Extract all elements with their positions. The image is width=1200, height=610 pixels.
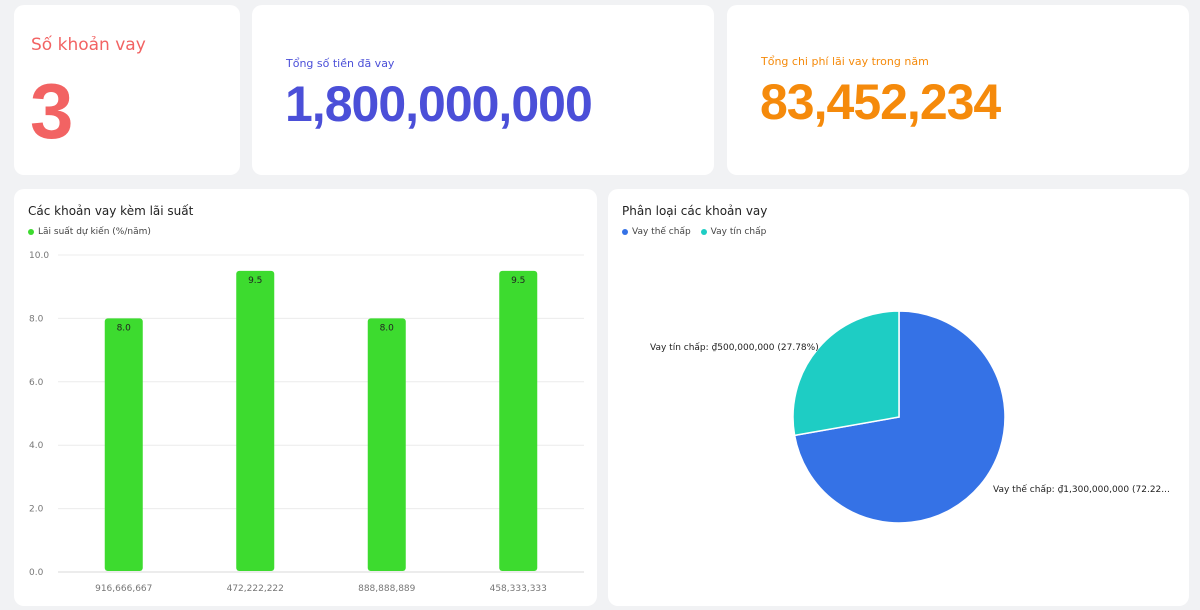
pie-slice — [792, 310, 900, 437]
legend-item-unsecured[interactable]: Vay tín chấp — [700, 227, 767, 237]
bar — [367, 318, 406, 571]
bar-chart-panel: Các khoản vay kèm lãi suất Lãi suất dự k… — [14, 189, 597, 606]
kpi-value-annual-interest: 83,452,234 — [760, 74, 1001, 130]
kpi-card-total-borrowed: Tổng số tiền đã vay 1,800,000,000 — [252, 5, 714, 175]
pie-slice-label: Vay thế chấp: ₫1,300,000,000 (72.22... — [993, 484, 1170, 495]
bar — [499, 270, 538, 571]
legend-label-unsecured: Vay tín chấp — [710, 227, 767, 237]
legend-item-interest-rate[interactable]: Lãi suất dự kiến (%/năm) — [28, 227, 151, 237]
x-tick-label: 888,888,889 — [358, 584, 416, 594]
pie-chart-title: Phân loại các khoản vay — [622, 204, 768, 218]
kpi-label-loan-count: Số khoản vay — [31, 35, 146, 55]
bar-data-label: 8.0 — [380, 323, 395, 333]
legend-dot-icon — [28, 229, 34, 235]
y-tick-label: 0.0 — [29, 568, 44, 578]
bar-chart-svg: 0.0 2.0 4.0 6.0 8.0 10.0 8.0 916,666,667 9.5 472,… — [29, 251, 584, 594]
x-tick-label: 916,666,667 — [95, 584, 152, 594]
x-tick-label: 472,222,222 — [227, 584, 284, 594]
bar-chart-title: Các khoản vay kèm lãi suất — [28, 204, 194, 218]
y-tick-label: 4.0 — [29, 441, 44, 451]
legend-label-mortgage: Vay thế chấp — [632, 227, 691, 237]
y-tick-label: 6.0 — [29, 378, 44, 388]
y-tick-label: 8.0 — [29, 314, 44, 324]
bar — [104, 318, 143, 571]
legend-item-mortgage[interactable]: Vay thế chấp — [622, 227, 691, 237]
bar — [236, 270, 275, 571]
pie-slice — [793, 310, 1006, 524]
pie-chart-legend: Vay thế chấp Vay tín chấp — [622, 227, 766, 237]
kpi-label-annual-interest: Tổng chi phí lãi vay trong năm — [761, 55, 929, 68]
legend-dot-icon — [700, 229, 707, 235]
y-tick-label: 2.0 — [29, 505, 44, 515]
bar-data-label: 8.0 — [117, 323, 132, 333]
kpi-card-annual-interest: Tổng chi phí lãi vay trong năm 83,452,23… — [727, 5, 1189, 175]
pie-chart-svg: Vay thế chấp: ₫1,300,000,000 (72.22... Va… — [650, 310, 1170, 524]
legend-label-interest-rate: Lãi suất dự kiến (%/năm) — [38, 227, 151, 237]
kpi-value-total-borrowed: 1,800,000,000 — [285, 76, 593, 132]
bar-data-label: 9.5 — [511, 276, 525, 286]
kpi-value-loan-count: 3 — [30, 67, 73, 155]
x-tick-label: 458,333,333 — [490, 584, 547, 594]
y-tick-label: 10.0 — [29, 251, 49, 261]
kpi-card-loan-count: Số khoản vay 3 — [14, 5, 240, 175]
pie-slice-label: Vay tín chấp: ₫500,000,000 (27.78%) — [650, 342, 819, 353]
pie-chart-panel: Phân loại các khoản vay Vay thế chấp Vay… — [608, 189, 1189, 606]
legend-dot-icon — [622, 229, 628, 235]
kpi-label-total-borrowed: Tổng số tiền đã vay — [286, 57, 395, 70]
bar-chart-legend: Lãi suất dự kiến (%/năm) — [28, 227, 151, 237]
bar-data-label: 9.5 — [248, 276, 262, 286]
